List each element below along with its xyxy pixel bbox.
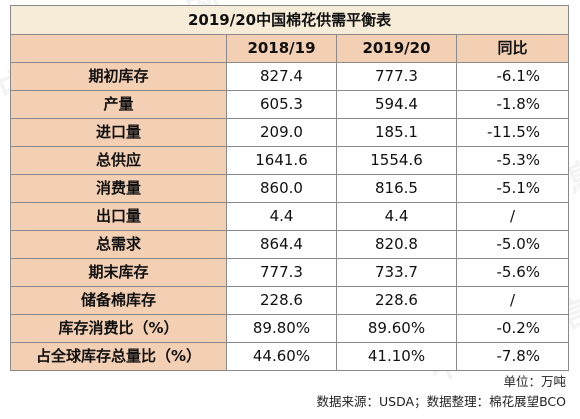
value-2019: 816.5	[336, 174, 457, 203]
row-label: 总需求	[10, 230, 227, 259]
value-yoy: -1.8%	[455, 90, 570, 119]
row-label: 储备棉库存	[10, 286, 227, 315]
cotton-balance-table: 2019/20中国棉花供需平衡表 2018/19 2019/20 同比 期初库存…	[9, 5, 570, 371]
value-2019: 777.3	[336, 62, 457, 91]
row-label: 期初库存	[10, 62, 227, 91]
balance-table-container: 2019/20中国棉花供需平衡表 2018/19 2019/20 同比 期初库存…	[9, 5, 570, 371]
value-2019: 820.8	[336, 230, 457, 259]
value-2019: 594.4	[336, 90, 457, 119]
value-yoy: -5.1%	[455, 174, 570, 203]
value-2019: 89.60%	[336, 314, 457, 343]
row-label: 总供应	[10, 146, 227, 175]
table-row: 总供应 1641.6 1554.6 -5.3%	[10, 146, 570, 175]
table-row: 库存消费比（%） 89.80% 89.60% -0.2%	[10, 314, 570, 343]
value-2018: 777.3	[226, 258, 337, 287]
value-yoy: -6.1%	[455, 62, 570, 91]
value-2018: 1641.6	[226, 146, 337, 175]
row-label: 消费量	[10, 174, 227, 203]
value-yoy: -5.6%	[455, 258, 570, 287]
row-label: 出口量	[10, 202, 227, 231]
row-label: 期末库存	[10, 258, 227, 287]
source-note: 数据来源：USDA；数据整理：棉花展望BCO	[316, 394, 566, 409]
column-header-2018: 2018/19	[226, 34, 337, 63]
value-2019: 4.4	[336, 202, 457, 231]
row-label: 进口量	[10, 118, 227, 147]
value-yoy: -0.2%	[455, 314, 570, 343]
table-notes: 单位：万吨 数据来源：USDA；数据整理：棉花展望BCO	[317, 372, 566, 412]
table-row: 消费量 860.0 816.5 -5.1%	[10, 174, 570, 203]
table-row: 占全球库存总量比（%） 44.60% 41.10% -7.8%	[10, 342, 570, 371]
value-yoy: /	[455, 286, 570, 315]
table-row: 产量 605.3 594.4 -1.8%	[10, 90, 570, 119]
table-title: 2019/20中国棉花供需平衡表	[9, 5, 570, 35]
value-2018: 89.80%	[226, 314, 337, 343]
row-label: 占全球库存总量比（%）	[10, 342, 227, 371]
table-row: 总需求 864.4 820.8 -5.0%	[10, 230, 570, 259]
column-header-yoy: 同比	[455, 34, 570, 63]
value-2019: 185.1	[336, 118, 457, 147]
value-2018: 605.3	[226, 90, 337, 119]
table-row: 期末库存 777.3 733.7 -5.6%	[10, 258, 570, 287]
value-2019: 228.6	[336, 286, 457, 315]
value-yoy: -11.5%	[455, 118, 570, 147]
value-2018: 228.6	[226, 286, 337, 315]
row-label: 产量	[10, 90, 227, 119]
unit-note: 单位：万吨	[503, 374, 566, 389]
column-header-label	[10, 34, 227, 63]
value-2019: 733.7	[336, 258, 457, 287]
value-2018: 4.4	[226, 202, 337, 231]
value-2018: 44.60%	[226, 342, 337, 371]
value-2018: 209.0	[226, 118, 337, 147]
column-header-2019: 2019/20	[336, 34, 457, 63]
value-2019: 1554.6	[336, 146, 457, 175]
value-2018: 864.4	[226, 230, 337, 259]
table-row: 储备棉库存 228.6 228.6/	[10, 286, 570, 315]
table-row: 进口量 209.0 185.1 -11.5%	[10, 118, 570, 147]
row-label: 库存消费比（%）	[10, 314, 227, 343]
value-yoy: -7.8%	[455, 342, 570, 371]
value-yoy: -5.3%	[455, 146, 570, 175]
table-row: 出口量 4.4 4.4/	[10, 202, 570, 231]
value-2019: 41.10%	[336, 342, 457, 371]
table-row: 期初库存 827.4 777.3 -6.1%	[10, 62, 570, 91]
value-2018: 827.4	[226, 62, 337, 91]
value-yoy: -5.0%	[455, 230, 570, 259]
table-body: 期初库存 827.4 777.3 -6.1% 产量 605.3 594.4 -1.8% 进口量 2…	[10, 62, 570, 371]
value-2018: 860.0	[226, 174, 337, 203]
value-yoy: /	[455, 202, 570, 231]
